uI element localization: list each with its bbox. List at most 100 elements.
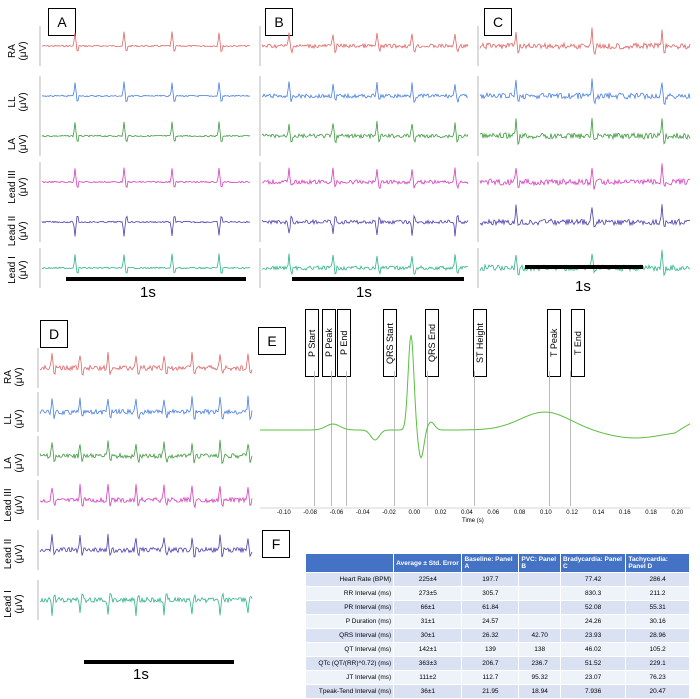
metric-value-cell (518, 572, 561, 587)
metric-value-cell: 51.52 (559, 656, 627, 671)
metric-value-cell: 363±3 (393, 656, 463, 671)
e-tick-label: 0.08 (513, 510, 526, 516)
metric-value-cell: 105.2 (625, 642, 690, 657)
e-tick-label: 0.00 (408, 510, 421, 516)
table-row: P Duration (ms) 31±1 24.57 24.26 30.16 (304, 614, 690, 629)
metric-value-cell: 7.936 (559, 684, 627, 699)
table-header-cell: Baseline: Panel A (461, 553, 520, 573)
metric-value-cell: 30±1 (393, 628, 463, 643)
e-axis-label: Time (s) (462, 518, 484, 524)
metric-value-cell: 18.94 (518, 684, 561, 699)
metric-value-cell: 61.84 (461, 600, 520, 615)
metric-value-cell: 28.96 (625, 628, 690, 643)
e-tick-label: 0.06 (487, 510, 500, 516)
metric-value-cell: 24.57 (461, 614, 520, 629)
metric-value-cell: 273±5 (393, 586, 463, 601)
metric-value-cell: 30.16 (625, 614, 690, 629)
metric-value-cell: 46.02 (559, 642, 627, 657)
marker-line-t-end (570, 371, 571, 506)
panel-f-badge: F (262, 530, 290, 558)
trace-b-2 (261, 121, 469, 144)
metric-value-cell: 236.7 (518, 656, 561, 671)
e-tick-label: -0.02 (382, 510, 396, 516)
metric-name-cell: QRS Interval (ms) (304, 628, 395, 643)
trace-a-5 (41, 253, 251, 274)
metric-value-cell: 52.08 (559, 600, 627, 615)
trace-c-5 (479, 249, 691, 277)
trace-a-3 (41, 167, 251, 189)
scale-label-b: 1s (356, 284, 372, 301)
trace-d-4 (39, 533, 253, 558)
e-tick-label: -0.06 (329, 510, 344, 516)
trace-b-5 (261, 253, 469, 276)
metric-value-cell: 20.47 (625, 684, 690, 699)
panel-d-badge: D (40, 320, 68, 348)
metric-value-cell: 42.70 (518, 628, 561, 643)
metric-value-cell: 55.31 (625, 600, 690, 615)
metric-value-cell: 112.7 (461, 670, 520, 685)
metric-value-cell: 206.7 (461, 656, 520, 671)
e-tick-label: 0.02 (434, 510, 447, 516)
averaged-waveform-line (260, 335, 691, 459)
e-tick-label: -0.08 (303, 510, 317, 516)
e-tick-label: -0.04 (355, 510, 370, 516)
metric-value-cell: 830.3 (559, 586, 627, 601)
table-row: JT Interval (ms) 111±2 112.7 95.32 23.07 76.2… (304, 670, 690, 685)
table-row: QT Interval (ms) 142±1 139 138 46.02 105.2 (304, 642, 690, 657)
table-header-cell: Tachycardia: Panel D (625, 553, 690, 573)
table-row: PR Interval (ms) 66±1 61.84 52.08 55.31 (304, 600, 690, 615)
metric-value-cell: 229.1 (625, 656, 690, 671)
trace-d-2 (39, 439, 253, 465)
metric-value-cell: 76.23 (625, 670, 690, 685)
trace-d-3 (39, 483, 253, 509)
e-tick-label: 0.18 (645, 510, 657, 516)
table-header-cell (304, 553, 395, 573)
scale-label-d: 1s (133, 666, 149, 683)
table-header-cell: Bradycardia: Panel C (559, 553, 627, 573)
trace-b-0 (261, 32, 469, 54)
metric-value-cell: 77.42 (559, 572, 627, 587)
table-row: QTc (QT/(RR)^0.72) (ms) 363±3 206.7 236.7 51… (304, 656, 690, 671)
metric-value-cell: 139 (461, 642, 520, 657)
table-header-cell: PVC: Panel B (518, 553, 561, 573)
metric-value-cell (518, 586, 561, 601)
e-tick-label: 0.10 (540, 510, 552, 516)
metric-name-cell: PR Interval (ms) (304, 600, 395, 615)
metric-value-cell: 142±1 (393, 642, 463, 657)
e-tick-label: 0.14 (592, 510, 605, 516)
trace-d-5 (39, 592, 253, 617)
marker-line-st-height (474, 371, 475, 506)
metric-value-cell: 23.93 (559, 628, 627, 643)
trace-c-1 (479, 78, 691, 106)
metric-value-cell: 211.2 (625, 586, 690, 601)
metric-name-cell: QTc (QT/(RR)^0.72) (ms) (304, 656, 395, 671)
metric-value-cell (518, 614, 561, 629)
scale-bar-c (525, 265, 643, 269)
metric-name-cell: P Duration (ms) (304, 614, 395, 629)
trace-a-0 (41, 31, 251, 53)
ecg-traces-abc (39, 26, 691, 288)
metric-name-cell: Tpeak-Tend Interval (ms) (304, 684, 395, 699)
metric-value-cell: 24.26 (559, 614, 627, 629)
panel-e-badge: E (258, 327, 286, 355)
table-row: Tpeak-Tend Interval (ms) 36±1 21.95 18.94 7.… (304, 684, 690, 699)
averaged-ecg-waveform (260, 335, 691, 509)
marker-line-p-start (314, 371, 315, 506)
scale-bar-d (84, 660, 234, 664)
marker-line-p-peak (331, 371, 332, 506)
metric-value-cell: 66±1 (393, 600, 463, 615)
panel-c-badge: C (484, 8, 512, 36)
trace-a-2 (41, 121, 251, 143)
metric-value-cell: 26.32 (461, 628, 520, 643)
e-tick-label: 0.12 (566, 510, 578, 516)
metric-value-cell: 31±1 (393, 614, 463, 629)
trace-a-4 (41, 215, 251, 237)
trace-b-1 (261, 81, 469, 104)
trace-b-3 (261, 167, 469, 190)
table-header-row: Average ± Std. Error Baseline: Panel A P… (304, 553, 690, 573)
metric-name-cell: QT Interval (ms) (304, 642, 395, 657)
scale-bar-b (292, 277, 464, 281)
metric-value-cell: 95.32 (518, 670, 561, 685)
metric-value-cell (518, 600, 561, 615)
trace-b-4 (261, 214, 469, 237)
